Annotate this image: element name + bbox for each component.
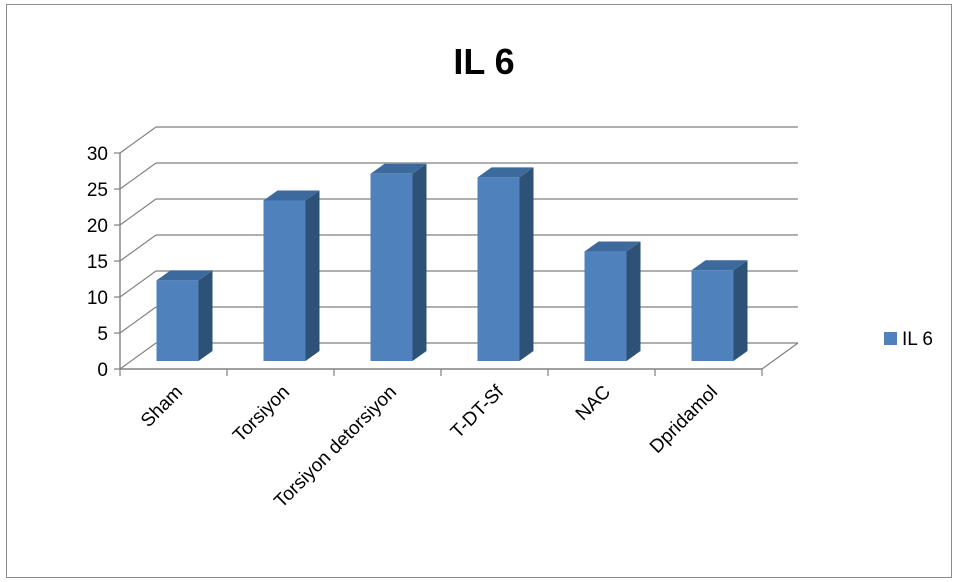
bar-side: [198, 270, 213, 361]
bars: [156, 163, 748, 361]
y-tick-label: 10: [87, 288, 108, 309]
bar-top: [263, 190, 320, 201]
bar-top: [477, 167, 534, 178]
y-tick-label: 0: [97, 360, 108, 381]
floor-right-edge: [761, 342, 799, 370]
gridline-side: [119, 342, 157, 370]
bar-front: [477, 177, 520, 361]
y-tick-label: 25: [87, 180, 108, 201]
bar: [584, 241, 641, 361]
y-tick-label: 5: [97, 324, 108, 345]
bar-side: [519, 167, 534, 361]
gridline-side: [119, 162, 157, 190]
chart-title: IL 6: [453, 41, 514, 82]
gridlines: [119, 126, 799, 370]
gridline-side: [119, 306, 157, 334]
x-tick-label: Torsiyon: [229, 382, 294, 447]
legend: IL 6: [884, 329, 933, 350]
gridline-side: [119, 270, 157, 298]
bar-front: [370, 173, 413, 361]
bar-side: [626, 241, 641, 361]
x-tick-label: NAC: [572, 382, 615, 425]
gridline-side: [119, 234, 157, 262]
y-tick-label: 15: [87, 252, 108, 273]
bar-top: [370, 163, 427, 174]
bar: [477, 167, 534, 361]
y-tick-label: 30: [87, 144, 108, 165]
bar-side: [305, 190, 320, 361]
gridline-side: [119, 126, 157, 154]
bar-side: [412, 163, 427, 361]
bar-top: [691, 260, 748, 271]
gridline-side: [119, 198, 157, 226]
x-tick-label: Dpridamol: [646, 382, 722, 458]
y-tick-label: 20: [87, 216, 108, 237]
bar: [370, 163, 427, 361]
x-tick-label: Torsiyon detorsiyon: [270, 382, 401, 513]
bar: [263, 190, 320, 361]
bar-top: [156, 270, 213, 281]
bar-front: [584, 251, 627, 361]
x-tick-label: Sham: [137, 382, 187, 432]
bar-front: [263, 200, 306, 361]
axes: [114, 152, 763, 376]
bar: [691, 260, 748, 361]
bar-front: [156, 280, 199, 361]
bar-top: [584, 241, 641, 252]
bar-front: [691, 270, 734, 361]
x-tick-label: T-DT-Sf: [447, 381, 509, 443]
legend-label: IL 6: [902, 329, 933, 350]
bar: [156, 270, 213, 361]
bar-side: [733, 260, 748, 361]
legend-swatch: [884, 332, 897, 345]
